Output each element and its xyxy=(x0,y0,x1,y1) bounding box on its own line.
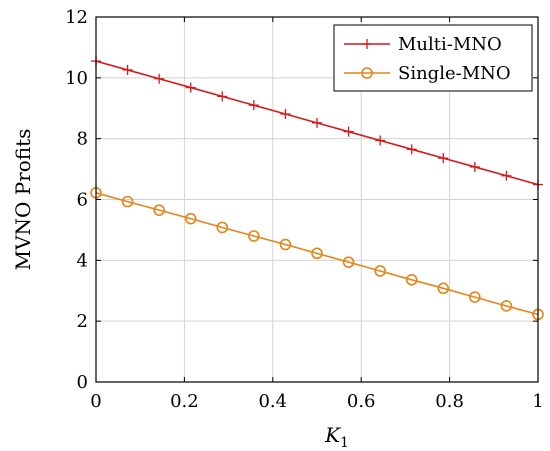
data-point xyxy=(216,221,229,234)
data-point xyxy=(501,170,512,181)
y-tick-label: 8 xyxy=(77,129,88,150)
x-tick-label: 0.6 xyxy=(347,391,376,412)
data-point xyxy=(374,265,386,277)
data-point xyxy=(342,256,355,268)
data-point xyxy=(248,230,260,242)
data-point xyxy=(437,282,450,295)
series-multi-mno xyxy=(91,56,543,190)
y-tick-label: 6 xyxy=(77,190,88,211)
data-point xyxy=(343,126,354,137)
y-tick-label: 4 xyxy=(77,250,88,271)
x-axis-label-subscript: 1 xyxy=(340,435,349,451)
y-tick-label: 2 xyxy=(77,311,88,332)
data-point xyxy=(469,161,480,172)
tick-marks xyxy=(95,16,539,383)
y-tick-label: 0 xyxy=(77,372,88,393)
data-point xyxy=(405,273,418,286)
data-point xyxy=(312,117,322,128)
data-point xyxy=(184,212,197,225)
legend-label: Single-MNO xyxy=(398,63,511,84)
data-point xyxy=(280,109,291,120)
x-axis-label: K1 xyxy=(324,423,349,451)
x-tick-label: 0.4 xyxy=(258,391,287,412)
data-point xyxy=(469,291,481,303)
data-point xyxy=(154,73,165,84)
data-point xyxy=(217,91,228,102)
series-line xyxy=(95,192,539,316)
data-point xyxy=(153,204,165,216)
data-point xyxy=(438,153,449,164)
data-point xyxy=(279,238,292,251)
legend-label: Multi-MNO xyxy=(398,34,502,55)
x-tick-label: 0.2 xyxy=(170,391,199,412)
data-point xyxy=(121,195,134,208)
data-point xyxy=(362,39,372,49)
y-tick-label: 10 xyxy=(65,68,88,89)
data-point xyxy=(185,82,196,93)
legend-box xyxy=(333,24,533,92)
x-axis-label-main: K xyxy=(324,423,341,447)
data-point xyxy=(122,64,133,75)
data-point xyxy=(406,144,417,155)
data-point xyxy=(375,135,386,146)
legend-item: Single-MNO xyxy=(344,63,511,84)
y-axis-label: MVNO Profits xyxy=(11,129,35,271)
x-tick-label: 0.8 xyxy=(435,391,464,412)
series-layer xyxy=(90,56,544,321)
data-point xyxy=(361,67,373,79)
legend: Multi-MNO Single-MNO xyxy=(333,24,533,92)
data-point xyxy=(311,247,323,260)
data-point xyxy=(248,100,259,111)
legend-item: Multi-MNO xyxy=(344,34,502,55)
data-point xyxy=(500,300,513,312)
y-tick-label: 12 xyxy=(65,7,88,28)
series-single-mno xyxy=(90,187,544,321)
x-tick-label: 1 xyxy=(532,391,543,412)
x-tick-label: 0 xyxy=(90,391,101,412)
